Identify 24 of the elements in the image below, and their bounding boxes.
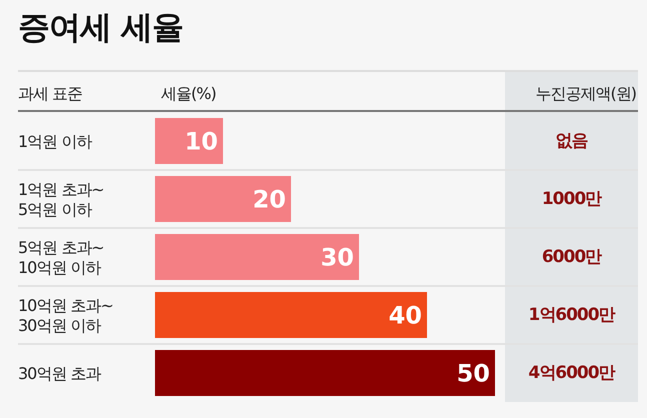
chart-title: 증여세 세율 [18, 7, 184, 48]
bar [155, 292, 427, 338]
y-tick-label: 5억원 초과~ 10억원 이하 [18, 238, 104, 277]
y-tick-label: 30억원 초과 [18, 364, 102, 383]
text: 1억6000만 [527, 304, 616, 327]
data-label: 40 [388, 302, 422, 330]
text: 1000만 [540, 188, 603, 211]
data-label: 50 [456, 360, 490, 388]
data-label: 30 [320, 244, 354, 272]
y-tick-label: 10억원 초과~ 30억원 이하 [18, 296, 113, 335]
y-axis-title: 과세 표준 [18, 84, 82, 105]
bar [155, 176, 291, 222]
y-tick-label: 1억원 이하 [18, 132, 92, 151]
bar [155, 234, 359, 280]
bar [155, 350, 495, 396]
data-label: 10 [184, 128, 218, 156]
y-tick-label: 1억원 초과~ 5억원 이하 [18, 180, 104, 219]
x-axis-title: 세율(%) [161, 84, 216, 105]
bar [155, 118, 223, 164]
data-label: 20 [252, 186, 286, 214]
text: 6000만 [540, 246, 603, 269]
y2-axis-title: 누진공제액(원) [536, 84, 636, 105]
text: 없음 [554, 130, 588, 153]
text: 4억6000만 [527, 362, 616, 385]
